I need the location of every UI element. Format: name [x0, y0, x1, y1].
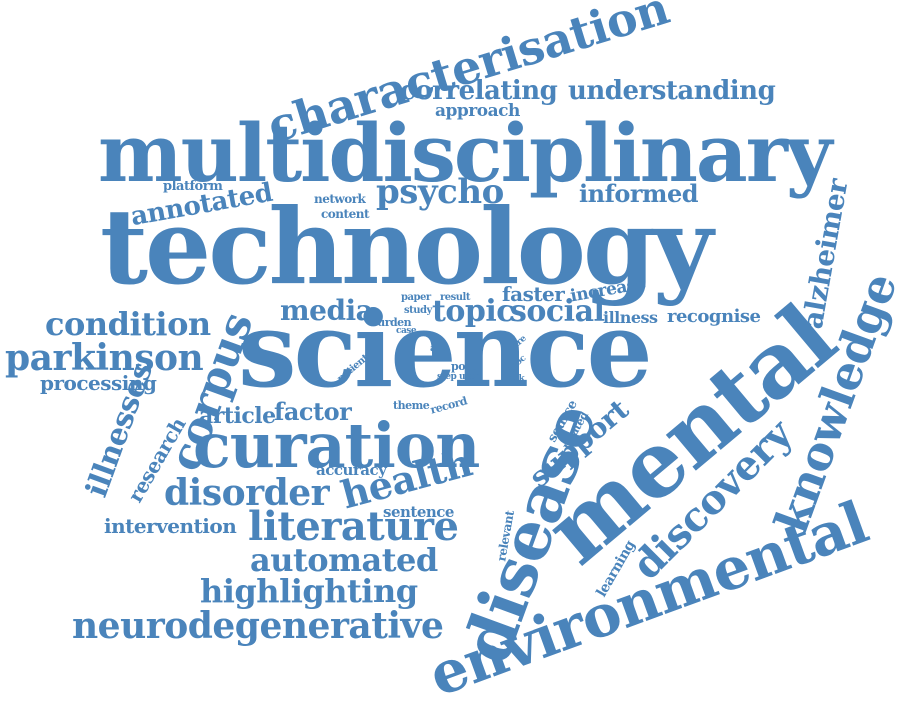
word-media: media: [280, 294, 374, 327]
word-study: study: [404, 305, 432, 316]
word-social: social: [510, 294, 605, 329]
word-illness: illness: [603, 308, 658, 327]
word-faster: faster: [502, 282, 565, 306]
word-approach: approach: [435, 101, 520, 121]
word-topic: topic: [432, 294, 515, 329]
word-platform: platform: [163, 179, 223, 194]
word-aim: aim: [430, 344, 448, 354]
word-technology: technology: [100, 185, 713, 308]
word-factor: factor: [274, 397, 352, 426]
word-paper: paper: [401, 292, 431, 303]
word-parkinson: parkinson: [5, 337, 204, 379]
word-highlighting: highlighting: [200, 572, 418, 610]
word-accuracy: accuracy: [316, 461, 387, 479]
word-step: step: [437, 372, 457, 382]
word-science: science: [238, 288, 653, 411]
word-multidisciplinary: multidisciplinary: [98, 106, 832, 200]
word-case: case: [396, 326, 417, 336]
word-task: task: [505, 374, 525, 384]
word-processing: processing: [40, 371, 157, 395]
word-correlating: correlating: [400, 76, 558, 106]
word-psycho: psycho: [376, 172, 504, 212]
word-curation: curation: [193, 409, 480, 482]
word-sentence: sentence: [383, 503, 454, 521]
word-article: article: [199, 403, 276, 429]
word-burden: burden: [370, 316, 412, 329]
word-informed: informed: [579, 179, 699, 208]
word-condition: condition: [45, 305, 211, 343]
word-disorder: disorder: [164, 472, 330, 514]
word-recognise: recognise: [667, 306, 761, 327]
word-post: post: [451, 360, 476, 373]
word-understanding: understanding: [568, 76, 776, 106]
word-neurodegenerative: neurodegenerative: [72, 605, 444, 647]
word-intervention: intervention: [104, 514, 237, 538]
word-automated: automated: [250, 541, 438, 579]
word-network: network: [314, 192, 366, 206]
word-content: content: [321, 207, 369, 221]
word-literature: literature: [248, 503, 459, 550]
word-result: result: [440, 292, 470, 303]
word-user: user: [459, 372, 480, 382]
word-theme: theme: [393, 399, 430, 412]
